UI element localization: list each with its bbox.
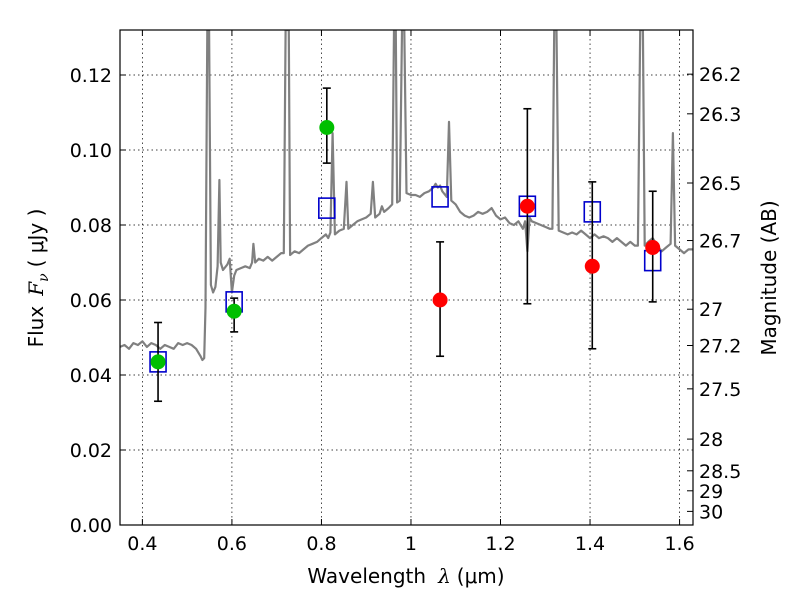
data-layer <box>120 30 693 362</box>
mag-tick-label: 26.5 <box>699 173 741 195</box>
mag-tick-label: 29 <box>699 481 723 503</box>
observed-flux-point <box>645 240 661 255</box>
mag-tick-label: 27.5 <box>699 379 741 401</box>
x-tick-label: 0.8 <box>306 533 336 555</box>
mag-tick-label: 26.7 <box>699 231 741 253</box>
y-tick-label: 0.00 <box>70 515 112 537</box>
observed-flux-point <box>432 292 448 308</box>
observed-flux-point <box>226 303 242 319</box>
y-tick-label: 0.02 <box>70 440 112 462</box>
x-tick-label: 1.6 <box>664 533 694 555</box>
x-tick-label: 0.4 <box>127 533 157 555</box>
mag-tick-label: 27 <box>699 299 723 321</box>
observed-flux-point <box>150 354 166 370</box>
mag-tick-label: 26.2 <box>699 64 741 86</box>
mag-tick-label: 28 <box>699 429 723 451</box>
mag-tick-label: 26.3 <box>699 104 741 126</box>
x-axis-title: Wavelength λ (μm) <box>307 564 504 588</box>
mag-tick-label: 28.5 <box>699 461 741 483</box>
x-tick-label: 1.2 <box>485 533 515 555</box>
y2-axis-title: Magnitude (AB) <box>757 200 781 355</box>
mag-tick-label: 27.2 <box>699 336 741 358</box>
axis-layer: 0.4 0.6 0.8 1 1.2 1.4 1.6 0.00 0.02 0.04 0.06 0.08 0… <box>70 30 741 555</box>
mag-tick-label: 30 <box>699 501 723 523</box>
model-photometry-square <box>431 186 449 208</box>
marker-layer <box>149 87 662 403</box>
y-tick-label: 0.12 <box>70 65 112 87</box>
y-tick-label: 0.10 <box>70 140 112 162</box>
spectrum-line <box>120 30 693 362</box>
observed-flux-point <box>519 198 535 214</box>
y-tick-label: 0.04 <box>70 365 112 387</box>
observed-flux-point <box>584 258 600 274</box>
model-photometry-square <box>318 197 336 219</box>
x-tick-label: 0.6 <box>217 533 247 555</box>
observed-flux-point <box>319 120 335 135</box>
x-tick-label: 1 <box>405 533 417 555</box>
y-axis-title: FluxFν( μJy ) <box>24 209 52 348</box>
plot-frame <box>119 29 694 526</box>
y-tick-label: 0.06 <box>70 290 112 312</box>
y-tick-label: 0.08 <box>70 215 112 237</box>
x-tick-label: 1.4 <box>575 533 605 555</box>
